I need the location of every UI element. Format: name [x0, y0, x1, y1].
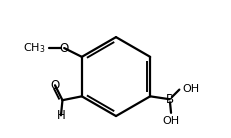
Text: O: O — [50, 79, 59, 92]
Text: CH$_3$: CH$_3$ — [23, 41, 45, 55]
Text: O: O — [59, 42, 69, 55]
Text: OH: OH — [162, 116, 179, 126]
Text: B: B — [165, 93, 173, 106]
Text: H: H — [56, 109, 65, 122]
Text: OH: OH — [181, 83, 198, 94]
